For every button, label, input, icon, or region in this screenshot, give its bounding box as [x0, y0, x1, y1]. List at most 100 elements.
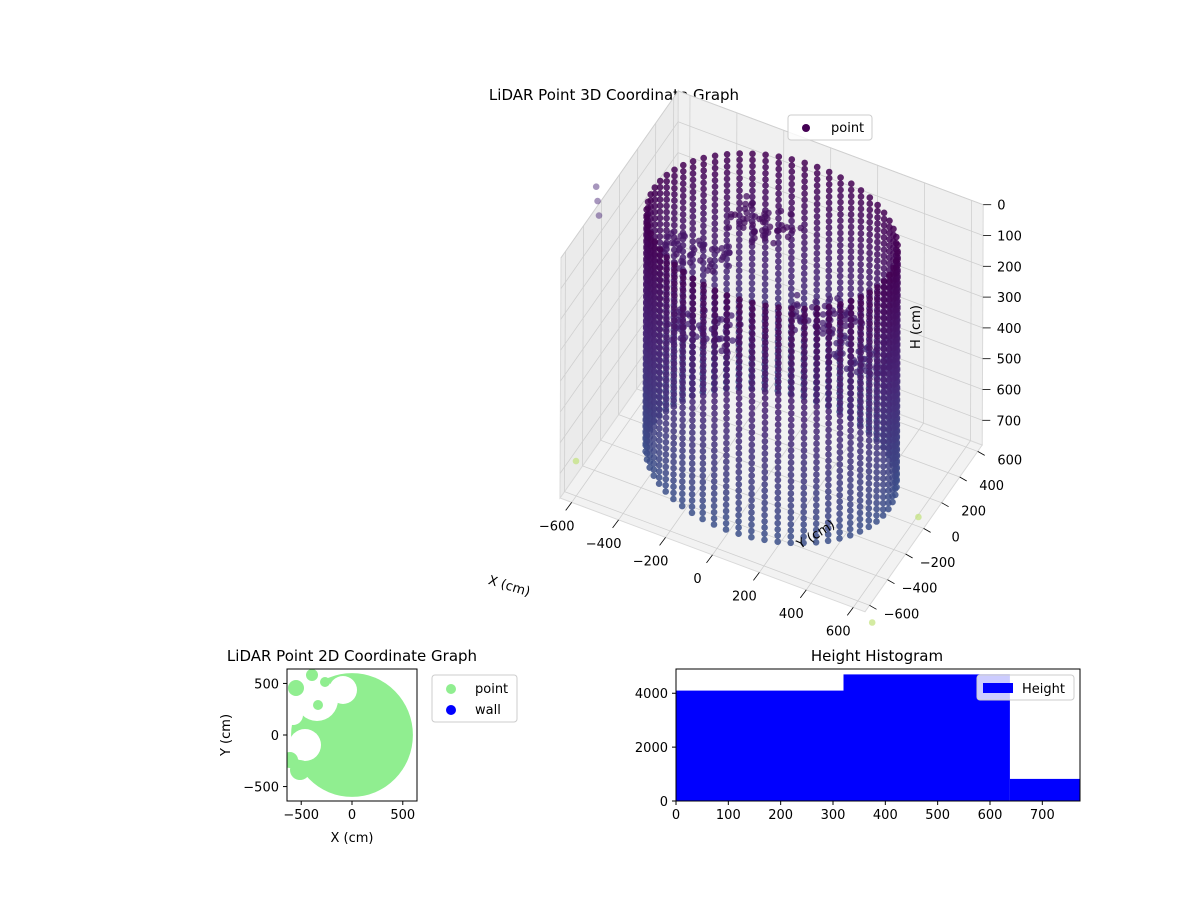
point-marker — [837, 186, 844, 194]
point-marker — [813, 206, 821, 214]
point-marker — [748, 379, 756, 387]
point-marker — [774, 402, 782, 410]
point-marker — [748, 509, 755, 516]
point-marker — [866, 231, 873, 238]
point-marker — [813, 391, 820, 398]
point-marker — [825, 457, 832, 465]
point-marker — [847, 248, 855, 255]
point-marker — [774, 476, 782, 484]
point-marker — [761, 413, 769, 420]
point-marker — [711, 305, 719, 313]
point-marker — [857, 411, 864, 418]
point-marker — [711, 465, 718, 473]
point-marker — [774, 470, 782, 478]
point-marker — [650, 386, 658, 393]
point-marker — [813, 471, 820, 478]
point-marker — [837, 350, 844, 357]
point-marker — [647, 230, 654, 237]
point-marker — [873, 419, 881, 427]
point-marker — [710, 490, 718, 498]
point-marker — [801, 336, 808, 344]
point-marker — [825, 187, 833, 194]
point-marker — [813, 446, 820, 454]
point-marker — [800, 404, 808, 411]
point-marker — [788, 354, 795, 362]
point-marker — [866, 357, 873, 364]
point-marker — [689, 164, 697, 171]
x-tick-label: 0 — [672, 808, 680, 823]
point-marker — [723, 452, 730, 459]
point-marker — [825, 408, 832, 415]
point-marker — [879, 506, 887, 513]
point-marker — [651, 355, 658, 363]
point-marker — [800, 508, 807, 516]
point-marker — [787, 422, 795, 430]
point-marker — [813, 366, 821, 374]
height-histogram: Height Histogram 0 100 200 300 400 500 600 7000… — [635, 647, 1081, 823]
x-tick-label: −500 — [283, 808, 319, 823]
point-marker — [723, 188, 731, 195]
point-marker — [857, 331, 865, 338]
lidar-2d-chart: LiDAR Point 2D Coordinate Graph −500−500… — [219, 647, 518, 846]
point-marker — [865, 431, 873, 438]
point-marker — [801, 178, 808, 185]
point-marker — [813, 163, 821, 171]
point-marker — [748, 404, 756, 412]
y-tick-label: 400 — [979, 479, 1004, 494]
legend-marker-point — [802, 124, 810, 132]
point-marker — [689, 337, 696, 344]
point-marker — [735, 413, 743, 421]
point-marker — [787, 490, 795, 497]
point-marker — [748, 336, 756, 344]
point-marker — [856, 528, 864, 535]
point-marker — [656, 233, 664, 240]
point-marker — [825, 389, 833, 397]
point-marker — [656, 363, 663, 371]
point-marker — [837, 229, 844, 237]
point-marker — [663, 178, 670, 185]
point-marker — [866, 344, 873, 352]
point-marker — [847, 279, 855, 286]
point-marker — [847, 242, 855, 249]
point-marker — [670, 415, 678, 423]
point-marker — [787, 459, 795, 467]
point-marker — [748, 361, 756, 369]
point-marker — [766, 223, 774, 231]
point-marker — [688, 460, 696, 467]
point-marker — [662, 408, 670, 415]
point-marker — [837, 313, 844, 321]
point-marker — [711, 201, 719, 209]
point-marker — [761, 268, 769, 276]
point-marker — [879, 475, 887, 482]
point-marker — [856, 472, 864, 480]
point-marker — [748, 435, 756, 442]
point-marker — [847, 451, 854, 459]
point-marker — [671, 298, 678, 306]
point-marker — [711, 459, 718, 467]
point-marker — [736, 308, 743, 316]
point-marker — [679, 205, 687, 212]
point-marker — [699, 491, 706, 498]
point-marker — [735, 370, 743, 377]
point-marker — [663, 260, 670, 267]
point-marker — [762, 188, 769, 196]
point-marker — [656, 202, 664, 209]
empty-region — [287, 705, 303, 725]
point-marker — [866, 363, 873, 370]
point-marker — [761, 499, 768, 507]
point-marker — [847, 464, 854, 471]
point-marker — [655, 480, 663, 488]
point-marker — [874, 284, 881, 291]
point-marker — [700, 185, 707, 193]
point-marker — [761, 474, 769, 482]
point-marker — [663, 340, 670, 348]
point-marker — [706, 263, 714, 270]
point-marker — [749, 318, 756, 325]
point-marker — [873, 456, 881, 464]
point-marker — [748, 349, 756, 356]
point-marker — [857, 199, 865, 207]
point-marker — [689, 398, 696, 406]
point-marker — [873, 413, 881, 421]
point-marker — [662, 457, 670, 465]
grid-line — [564, 251, 566, 492]
